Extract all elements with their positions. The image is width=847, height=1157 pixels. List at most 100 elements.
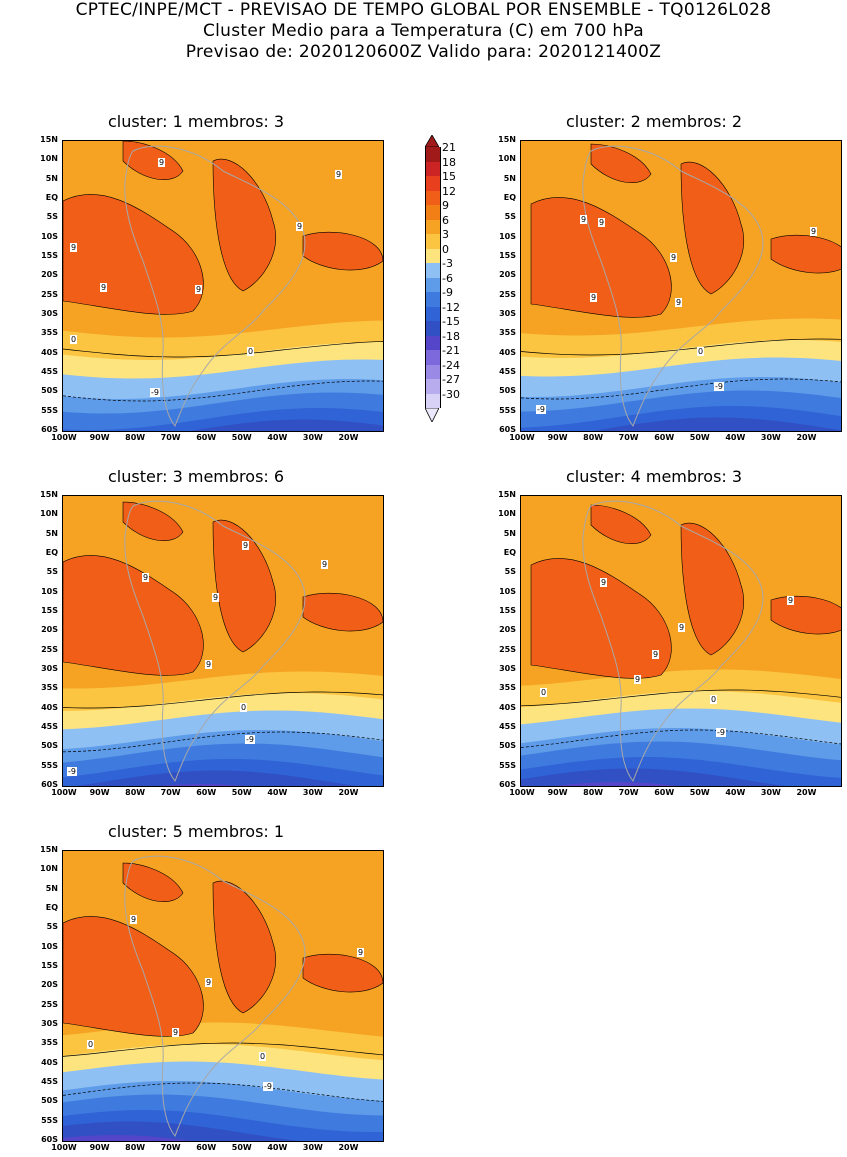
colorbar-label: 15 xyxy=(442,170,456,183)
lat-tick-label: 5S xyxy=(46,922,58,932)
lon-tick-label: 20W xyxy=(796,433,817,442)
temperature-map xyxy=(62,140,384,432)
colorbar-swatch xyxy=(425,147,441,162)
contour-label: 9 xyxy=(590,293,598,302)
contour-label: 9 xyxy=(678,623,686,632)
lat-tick-label: 10S xyxy=(41,586,58,596)
lat-tick-label: EQ xyxy=(45,903,58,912)
lat-tick-label: 40S xyxy=(41,702,58,712)
lat-tick-label: 10S xyxy=(41,231,58,241)
colorbar-label: -21 xyxy=(442,344,460,357)
contour-label: 9 xyxy=(675,298,683,307)
contour-label: 9 xyxy=(670,253,678,262)
lat-tick-label: 60S xyxy=(41,780,58,789)
colorbar-label: -12 xyxy=(442,300,460,314)
colorbar-swatch xyxy=(425,379,441,394)
colorbar-swatch xyxy=(425,321,441,336)
contour-label: 9 xyxy=(335,170,343,179)
contour-label: 9 xyxy=(195,285,203,294)
lon-tick-label: 90W xyxy=(89,1143,110,1152)
colorbar-label: -3 xyxy=(442,257,453,270)
temperature-map xyxy=(520,140,842,432)
temperature-band xyxy=(63,770,383,786)
warm-region xyxy=(770,234,841,274)
lat-tick-label: 35S xyxy=(41,328,58,338)
lon-tick-label: 100W xyxy=(51,1143,77,1152)
lat-tick-label: EQ xyxy=(45,548,58,557)
contour-label: -9 xyxy=(263,1082,273,1091)
lon-tick-label: 40W xyxy=(725,433,746,442)
contour-label: 9 xyxy=(158,158,166,167)
contour-label: 9 xyxy=(600,578,608,587)
coastline xyxy=(124,855,306,1137)
colorbar-label: 21 xyxy=(442,141,456,154)
colorbar-swatch xyxy=(425,364,441,379)
panel-title: cluster: 2 membros: 2 xyxy=(566,112,743,131)
lat-tick-label: 35S xyxy=(41,1038,58,1048)
colorbar-label: -6 xyxy=(442,271,453,285)
contour-label: 9 xyxy=(652,650,660,659)
contour-label: 9 xyxy=(242,541,250,550)
lat-tick-label: 60S xyxy=(41,425,58,434)
lat-tick-label: 60S xyxy=(499,780,516,789)
colorbar-label: -30 xyxy=(442,387,460,401)
temperature-band xyxy=(63,1135,383,1141)
lat-tick-label: 15N xyxy=(498,490,516,499)
contour-label: 9 xyxy=(172,1028,180,1037)
map-svg xyxy=(521,500,841,786)
colorbar-swatch xyxy=(425,176,441,191)
colorbar-swatch xyxy=(425,306,441,321)
colorbar-label: 18 xyxy=(442,155,456,169)
lat-tick-label: 45S xyxy=(499,722,516,731)
warm-region xyxy=(212,158,276,292)
contour-label: 0 xyxy=(247,347,255,356)
lat-tick-label: 5N xyxy=(45,883,58,893)
lon-tick-label: 30W xyxy=(760,433,781,442)
lat-tick-label: 35S xyxy=(41,683,58,693)
lat-tick-label: 40S xyxy=(499,347,516,357)
minus-nine-contour xyxy=(63,380,383,402)
lon-tick-label: 80W xyxy=(125,1143,146,1152)
colorbar-label: -24 xyxy=(442,358,460,372)
contour-label: 0 xyxy=(710,695,718,704)
lat-tick-label: 50S xyxy=(41,741,58,751)
zero-contour xyxy=(63,1042,383,1057)
map-svg xyxy=(63,855,383,1141)
lon-tick-label: 20W xyxy=(338,1143,359,1152)
lon-tick-label: 50W xyxy=(689,433,710,442)
lat-tick-label: 10N xyxy=(498,509,516,519)
contour-label: 9 xyxy=(357,948,365,957)
contour-label: 9 xyxy=(130,915,138,924)
coastline xyxy=(124,145,306,427)
lat-tick-label: 15S xyxy=(499,606,516,615)
panel-title: cluster: 1 membros: 3 xyxy=(108,112,285,131)
lat-tick-label: 40S xyxy=(41,1057,58,1067)
temperature-map xyxy=(520,495,842,787)
contour-label: 9 xyxy=(580,215,588,224)
coastline xyxy=(582,145,764,427)
lat-tick-label: EQ xyxy=(45,193,58,202)
contour-label: 9 xyxy=(321,560,329,569)
lat-tick-label: 5S xyxy=(46,212,58,222)
lon-tick-label: 30W xyxy=(302,788,323,797)
zero-contour xyxy=(521,689,841,707)
zero-contour xyxy=(63,341,383,358)
contour-label: 9 xyxy=(598,218,606,227)
contour-label: 9 xyxy=(296,222,304,231)
lon-tick-label: 70W xyxy=(160,433,181,442)
lat-tick-label: 30S xyxy=(499,309,516,318)
contour-label: 9 xyxy=(142,573,150,582)
lat-tick-label: 40S xyxy=(41,347,58,357)
warm-region xyxy=(590,504,652,544)
lon-tick-label: 30W xyxy=(760,788,781,797)
lat-tick-label: 15S xyxy=(41,606,58,615)
lat-tick-label: 15N xyxy=(40,845,58,854)
colorbar-swatch xyxy=(425,161,441,176)
colorbar-swatch xyxy=(425,205,441,220)
contour-label: 9 xyxy=(810,227,818,236)
lon-tick-label: 100W xyxy=(509,433,535,442)
lat-tick-label: 5N xyxy=(503,173,516,183)
warm-region xyxy=(63,194,204,315)
temperature-band xyxy=(63,419,383,431)
lat-tick-label: 25S xyxy=(41,644,58,654)
